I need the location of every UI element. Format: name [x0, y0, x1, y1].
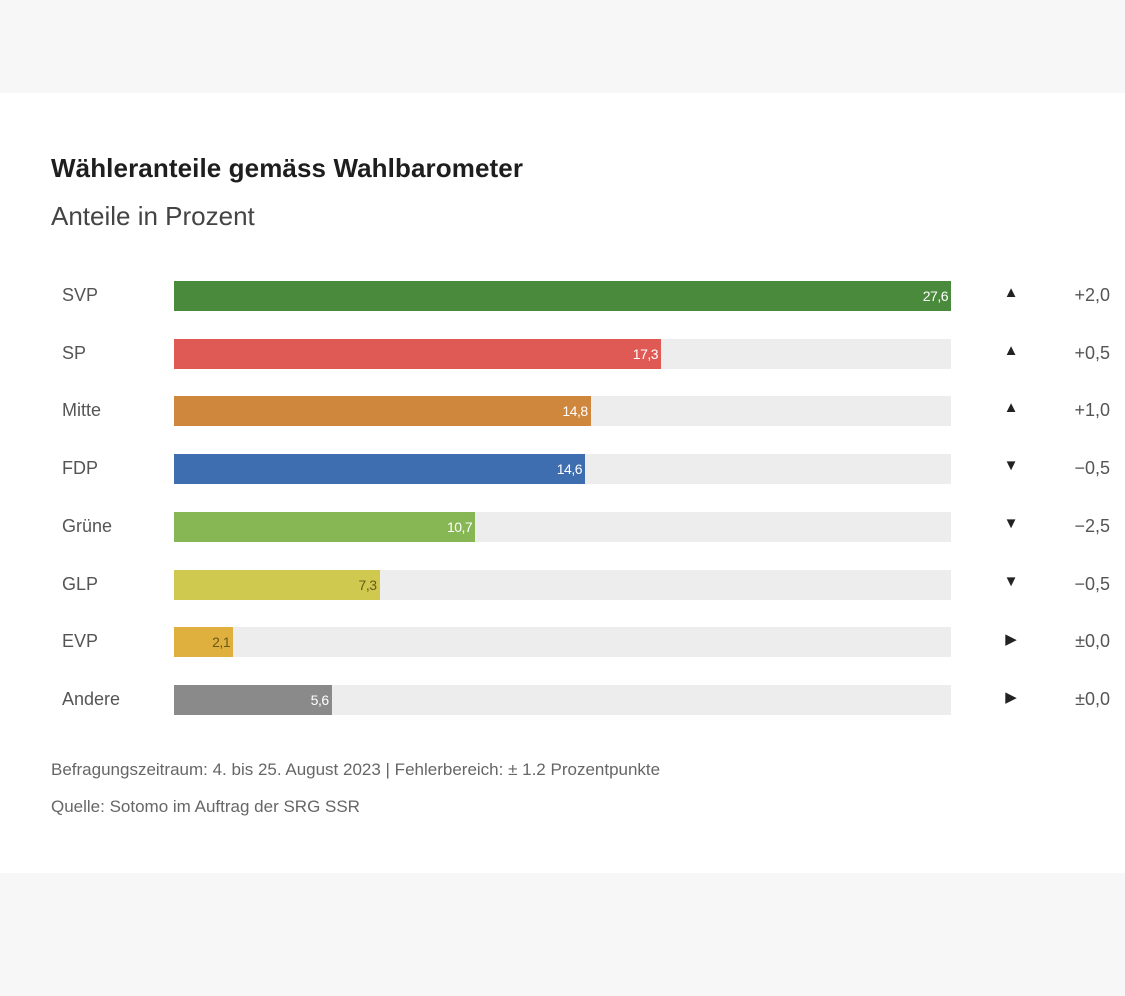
bar-track: 17,3: [174, 338, 951, 369]
category-label: SVP: [62, 285, 99, 305]
bar-track: 2,1: [174, 627, 951, 658]
up-triangle-icon: ▲: [1003, 284, 1019, 301]
down-triangle-icon: ▼: [1003, 572, 1019, 590]
bar-row: SP 17,3 ▲ +0,5: [0, 338, 1125, 369]
right-triangle-icon: ▶: [1005, 688, 1017, 706]
bar-row: Grüne 10,7 ▼ −2,5: [0, 511, 1125, 542]
bar-value-label: 27,6: [922, 288, 949, 304]
bar-track: 27,6: [174, 281, 951, 311]
bar-value-label: 14,8: [562, 403, 588, 420]
bar-value-label: 2,1: [212, 634, 231, 651]
category-label: Mitte: [62, 400, 102, 421]
chart-card: Wähleranteile gemäss Wahlbarometer Antei…: [0, 93, 1125, 873]
bar-track: 14,6: [174, 454, 951, 485]
category-label: FDP: [62, 458, 98, 479]
bar: 27,6: [174, 281, 951, 311]
change-value: +1,0: [1074, 400, 1110, 421]
bar-track: 7,3: [174, 569, 951, 600]
bar-row: GLP 7,3 ▼ −0,5: [0, 569, 1125, 600]
bar: 14,8: [174, 396, 591, 427]
bar-row: Mitte 14,8 ▲ +1,0: [0, 396, 1125, 427]
chart-subtitle: Anteile in Prozent: [51, 201, 255, 231]
change-value: ±0,0: [1075, 631, 1110, 652]
change-value: +2,0: [1074, 285, 1110, 305]
category-label: GLP: [62, 573, 99, 594]
bar-track: 10,7: [174, 511, 951, 542]
bar-track: 5,6: [174, 684, 951, 715]
right-triangle-icon: ▶: [1005, 631, 1017, 649]
bar: 2,1: [174, 627, 234, 658]
change-value: −2,5: [1074, 515, 1110, 536]
category-label: Grüne: [62, 515, 113, 536]
bar: 14,6: [174, 454, 586, 485]
bar-value-label: 7,3: [358, 576, 377, 593]
up-triangle-icon: ▲: [1003, 341, 1019, 359]
up-triangle-icon: ▲: [1003, 399, 1019, 417]
category-label: EVP: [62, 631, 99, 652]
bar-row: FDP 14,6 ▼ −0,5: [0, 454, 1125, 485]
change-value: −0,5: [1074, 573, 1110, 594]
footer-period: Befragungszeitraum: 4. bis 25. August 20…: [51, 760, 661, 779]
bar-track: 14,8: [174, 396, 951, 427]
bar: 5,6: [174, 684, 332, 715]
bar-value-label: 14,6: [556, 461, 583, 478]
chart-title: Wähleranteile gemäss Wahlbarometer: [51, 153, 524, 183]
change-value: −0,5: [1074, 458, 1110, 479]
bar-row: SVP 27,6 ▲ +2,0: [0, 281, 1125, 311]
bar-value-label: 17,3: [632, 345, 659, 362]
category-label: SP: [62, 342, 87, 363]
bar: 7,3: [174, 569, 380, 600]
category-label: Andere: [62, 688, 121, 709]
bar-row: EVP 2,1 ▶ ±0,0: [0, 627, 1125, 658]
bar: 17,3: [174, 338, 662, 369]
down-triangle-icon: ▼: [1003, 514, 1019, 532]
bar-value-label: 5,6: [310, 691, 329, 708]
down-triangle-icon: ▼: [1003, 457, 1019, 475]
footer-source: Quelle: Sotomo im Auftrag der SRG SSR: [51, 797, 360, 816]
bar: 10,7: [174, 511, 476, 542]
bar-value-label: 10,7: [446, 518, 473, 535]
change-value: +0,5: [1074, 342, 1110, 363]
bar-row: Andere 5,6 ▶ ±0,0: [0, 684, 1125, 715]
change-value: ±0,0: [1075, 688, 1110, 709]
